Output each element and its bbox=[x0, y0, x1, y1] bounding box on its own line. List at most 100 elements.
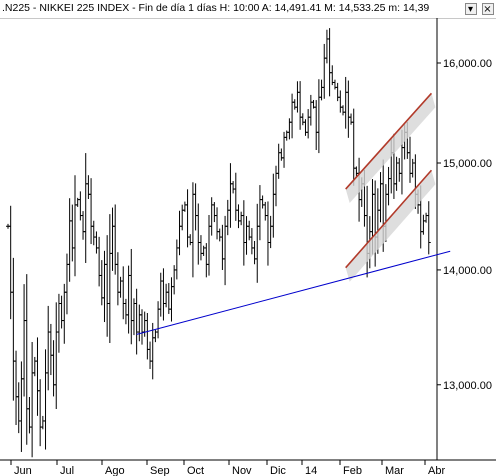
price-bar bbox=[324, 29, 329, 64]
price-bar bbox=[140, 309, 144, 345]
price-bar bbox=[105, 235, 110, 337]
x-tick-label: 14 bbox=[305, 465, 317, 476]
price-bar bbox=[91, 220, 96, 246]
price-bar bbox=[182, 201, 187, 212]
price-bar bbox=[62, 283, 67, 344]
price-bar bbox=[249, 228, 254, 255]
price-bar bbox=[14, 350, 19, 426]
price-bar bbox=[303, 119, 308, 136]
price-bar bbox=[43, 349, 48, 450]
x-tick-label: Ago bbox=[105, 465, 125, 476]
price-bar bbox=[271, 173, 276, 238]
price-bar bbox=[38, 379, 43, 447]
price-bar bbox=[292, 99, 297, 110]
price-bar bbox=[73, 175, 77, 277]
price-bar bbox=[410, 158, 415, 178]
price-bar bbox=[308, 94, 313, 126]
price-bar bbox=[298, 81, 303, 130]
close-icon[interactable]: × bbox=[481, 3, 494, 15]
price-bar bbox=[30, 341, 35, 458]
price-bar bbox=[56, 293, 61, 353]
price-bar bbox=[161, 268, 166, 321]
price-bar bbox=[279, 148, 284, 161]
price-bar bbox=[209, 197, 214, 236]
price-bar bbox=[212, 202, 217, 223]
channel-trendline[interactable] bbox=[345, 169, 433, 269]
price-bar bbox=[290, 93, 295, 139]
price-bar bbox=[343, 76, 348, 129]
price-bar bbox=[244, 216, 249, 255]
price-bar bbox=[316, 79, 321, 154]
price-bar bbox=[260, 195, 265, 209]
price-bar bbox=[426, 201, 431, 255]
price-bar bbox=[19, 361, 24, 452]
support-trendline[interactable] bbox=[136, 250, 451, 335]
price-bar bbox=[220, 224, 225, 270]
price-bar bbox=[274, 165, 278, 207]
price-bar bbox=[8, 205, 13, 320]
y-tick-label: 14,000.00 bbox=[443, 265, 492, 277]
price-bar bbox=[204, 243, 209, 278]
price-bar bbox=[239, 211, 244, 226]
price-bar bbox=[394, 156, 399, 191]
price-bar bbox=[196, 203, 201, 265]
price-bar bbox=[46, 305, 51, 391]
price-bar bbox=[86, 175, 91, 200]
price-bar bbox=[102, 250, 107, 323]
price-bar bbox=[295, 81, 300, 113]
window-controls: ▾ × bbox=[462, 0, 496, 18]
price-bar bbox=[233, 172, 238, 221]
price-bar bbox=[137, 304, 142, 342]
price-bar bbox=[335, 82, 340, 102]
price-bar bbox=[11, 257, 16, 401]
price-bar bbox=[236, 204, 241, 229]
price-bar bbox=[185, 189, 190, 248]
price-bar bbox=[198, 235, 203, 261]
price-bar bbox=[188, 234, 193, 246]
price-bar bbox=[225, 199, 230, 236]
y-tick-label: 16,000.00 bbox=[443, 58, 492, 70]
channel-trendline[interactable] bbox=[345, 92, 433, 190]
price-bar bbox=[54, 302, 59, 410]
channel-shading bbox=[345, 170, 436, 282]
price-bar bbox=[70, 204, 75, 262]
price-bar bbox=[177, 210, 182, 256]
price-bar bbox=[252, 240, 257, 265]
price-bar bbox=[217, 228, 222, 242]
price-bar bbox=[64, 253, 69, 315]
price-bar bbox=[215, 207, 220, 240]
title-bar: .N225 - NIKKEI 225 INDEX - Fin de día 1 … bbox=[0, 0, 496, 19]
price-bar bbox=[110, 207, 115, 271]
price-bar bbox=[27, 396, 32, 434]
price-bar bbox=[148, 341, 153, 369]
x-tick-label: Dic bbox=[270, 465, 286, 476]
price-bar bbox=[16, 382, 21, 434]
price-bar bbox=[319, 79, 324, 101]
chart-title: .N225 - NIKKEI 225 INDEX - Fin de día 1 … bbox=[2, 2, 430, 14]
x-tick-label: Oct bbox=[187, 465, 204, 476]
price-bar bbox=[40, 415, 45, 430]
price-bar bbox=[115, 252, 120, 306]
menu-icon[interactable]: ▾ bbox=[464, 3, 477, 15]
price-bar bbox=[349, 113, 354, 125]
price-bar bbox=[150, 322, 155, 380]
price-bar bbox=[190, 182, 195, 278]
price-bar bbox=[228, 163, 233, 228]
x-tick-label: Jun bbox=[14, 465, 32, 476]
price-bar bbox=[231, 181, 236, 194]
price-bar bbox=[338, 90, 343, 113]
price-bar bbox=[158, 272, 163, 317]
price-bar bbox=[83, 153, 88, 263]
y-tick-label: 13,000.00 bbox=[443, 380, 492, 392]
price-bar bbox=[255, 203, 260, 283]
price-bar bbox=[169, 277, 174, 322]
price-bar bbox=[129, 248, 134, 345]
channel-shading bbox=[345, 93, 436, 204]
x-tick-label: Sep bbox=[150, 465, 170, 476]
price-bar bbox=[300, 113, 305, 126]
price-bar bbox=[24, 274, 29, 445]
price-bar bbox=[94, 231, 99, 254]
price-bar bbox=[145, 313, 150, 360]
price-bar bbox=[134, 288, 139, 355]
